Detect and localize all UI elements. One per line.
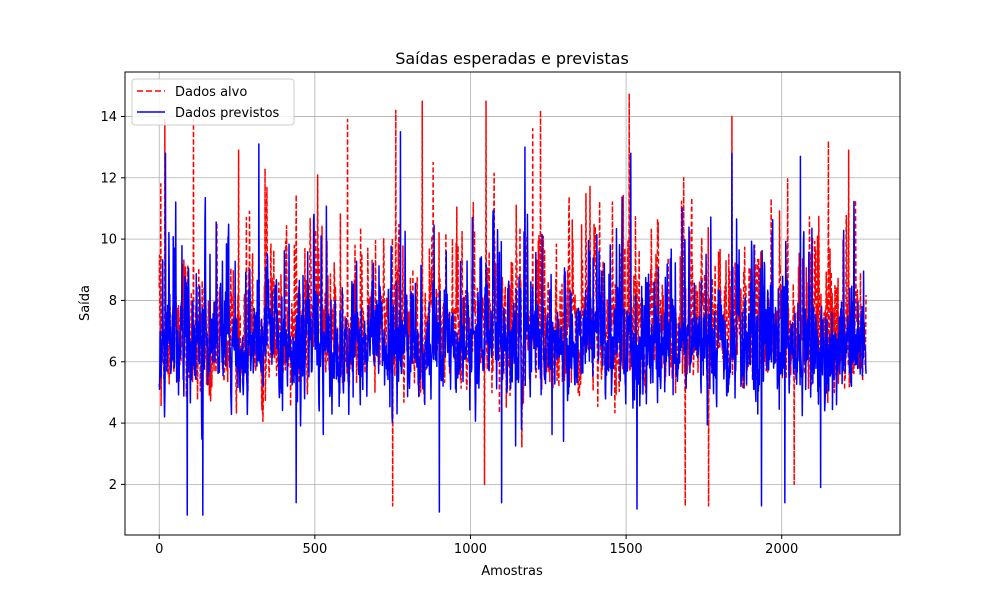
series-layer: [158, 92, 867, 516]
y-tick-label: 8: [109, 294, 117, 309]
y-tick-label: 4: [109, 417, 117, 432]
x-tick-label: 0: [155, 542, 163, 557]
y-tick-label: 12: [100, 171, 117, 186]
legend-label-target: Dados alvo: [175, 85, 247, 100]
series-line-predicted: [158, 131, 867, 516]
legend-label-predicted: Dados previstos: [175, 106, 280, 121]
x-tick-label: 2000: [765, 542, 798, 557]
chart-title: Saídas esperadas e previstas: [395, 49, 629, 68]
x-axis-label: Amostras: [481, 564, 543, 579]
x-tick-label: 1500: [610, 542, 643, 557]
plot-frame: [124, 71, 901, 536]
y-tick-label: 10: [100, 233, 117, 248]
legend: Dados alvo Dados previstos: [131, 78, 295, 126]
x-tick-label: 500: [302, 542, 327, 557]
x-tick-label: 1000: [454, 542, 487, 557]
axis-ticks: 0 500 1000 1500 2000 2 4 6 8 10 12 14: [100, 110, 798, 557]
y-tick-label: 14: [100, 110, 117, 125]
y-tick-label: 2: [109, 478, 117, 493]
y-axis-label: Saída: [78, 285, 93, 321]
legend-box: [131, 78, 295, 126]
y-tick-label: 6: [109, 355, 117, 370]
